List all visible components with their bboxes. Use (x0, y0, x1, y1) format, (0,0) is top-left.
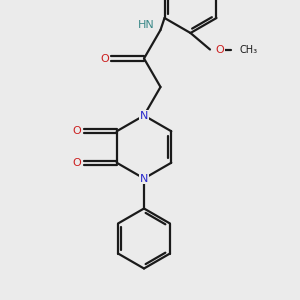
Text: O: O (100, 53, 109, 64)
Text: O: O (73, 158, 82, 168)
Text: O: O (215, 44, 224, 55)
Text: O: O (73, 126, 82, 136)
Text: N: N (140, 173, 148, 184)
Text: CH₃: CH₃ (240, 44, 258, 55)
Text: HN: HN (138, 20, 155, 30)
Text: N: N (140, 110, 148, 121)
